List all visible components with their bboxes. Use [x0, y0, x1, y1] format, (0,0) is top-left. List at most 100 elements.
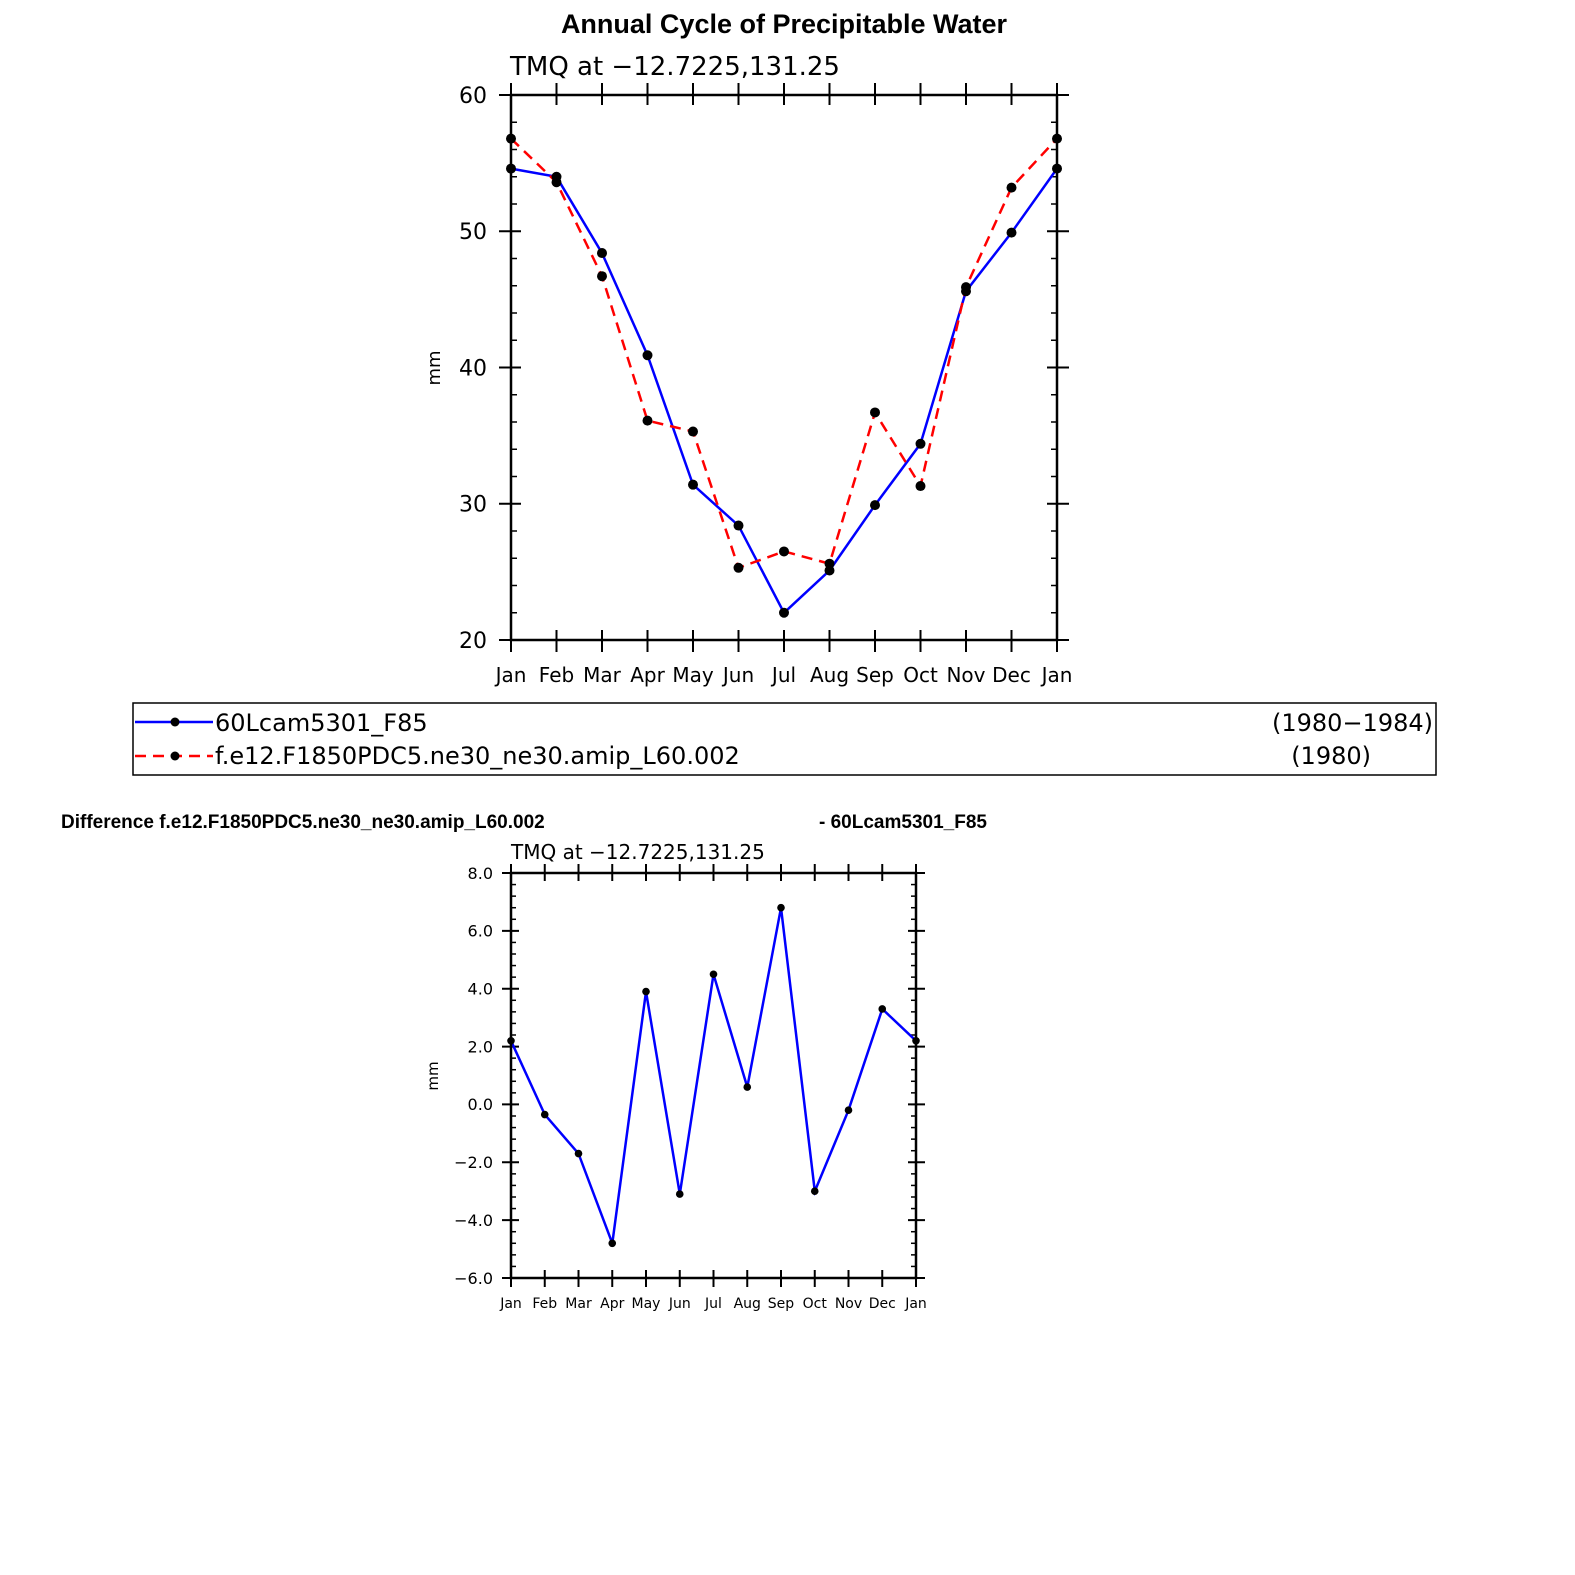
series-2-point: [779, 546, 789, 557]
x-tick-label: Mar: [583, 663, 622, 687]
legend-period-2: (1980): [1291, 742, 1371, 770]
series-1-point: [688, 479, 698, 490]
series-1-point: [597, 248, 607, 259]
top-plot-ticks: [499, 83, 1069, 652]
x-tick-label: Sep: [768, 1296, 795, 1312]
series-2-point: [1006, 182, 1017, 193]
series-line-1: [510, 167, 1059, 615]
bottom-plot-frame: [509, 871, 918, 1280]
series-1-point: [878, 1005, 887, 1013]
series-1-point: [870, 500, 880, 511]
series-2-point: [642, 415, 653, 426]
top-plot-frame: [509, 93, 1059, 642]
legend-label-1: 60Lcam5301_F85: [215, 709, 428, 737]
y-tick-label: 50: [459, 220, 487, 245]
y-tick-label: −4.0: [454, 1211, 493, 1230]
y-tick-label: 40: [459, 356, 487, 381]
series-1-point: [779, 607, 789, 618]
x-tick-label: Apr: [600, 1296, 624, 1312]
x-tick-label: Nov: [835, 1296, 862, 1312]
y-tick-label: 30: [459, 493, 487, 518]
series-1-point: [574, 1149, 583, 1158]
y-tick-label: 60: [459, 84, 487, 109]
bottom-plot-y-axis-label: mm: [424, 1061, 442, 1090]
x-tick-label: Feb: [539, 663, 574, 687]
series-2-point: [961, 282, 971, 293]
y-tick-label: 6.0: [468, 922, 493, 941]
series-1-point: [777, 903, 785, 912]
x-tick-label: Jun: [668, 1296, 691, 1312]
bottom-plot-ticks: [502, 864, 925, 1287]
x-tick-label: Oct: [803, 1296, 828, 1312]
x-tick-label: Aug: [810, 663, 849, 687]
series-1-point: [540, 1110, 549, 1119]
y-tick-label: 2.0: [468, 1037, 493, 1056]
series-1-point: [743, 1083, 752, 1091]
series-2-point: [824, 558, 835, 569]
series-1-point: [608, 1239, 617, 1248]
legend-entry-1: 60Lcam5301_F85 (1980−1984): [135, 709, 1433, 737]
top-plot-y-axis-label: mm: [424, 350, 445, 385]
series-line-2: [510, 137, 1058, 570]
legend-marker-2: [170, 751, 180, 761]
x-tick-label: Feb: [532, 1296, 557, 1312]
y-tick-label: 0.0: [468, 1095, 493, 1114]
x-tick-label: Jan: [499, 1296, 522, 1312]
series-1-point: [1006, 227, 1017, 238]
x-tick-label: Jan: [494, 663, 527, 687]
chart-title: Annual Cycle of Precipitable Water: [561, 9, 1008, 39]
x-tick-label: Dec: [869, 1296, 896, 1312]
bottom-plot-subtitle: TMQ at −12.7225,131.25: [510, 840, 765, 864]
x-tick-label: Jul: [770, 663, 796, 687]
y-tick-label: 20: [459, 629, 487, 654]
series-2-point: [551, 177, 562, 188]
x-tick-label: Oct: [903, 663, 938, 687]
top-plot: TMQ at −12.7225,131.25 mm Jan Feb Mar Apr Ma…: [424, 52, 1072, 687]
x-tick-label: Mar: [565, 1296, 592, 1312]
series-2-point: [688, 426, 698, 437]
bottom-plot: TMQ at −12.7225,131.25 mm Jan Feb Mar Apr Ma…: [424, 840, 927, 1312]
x-tick-label: Jan: [1040, 663, 1073, 687]
x-tick-label: Dec: [992, 663, 1031, 687]
difference-title-right: - 60Lcam5301_F85: [819, 812, 987, 833]
x-tick-label: May: [632, 1296, 661, 1312]
legend: 60Lcam5301_F85 (1980−1984) f.e12.F1850PD…: [132, 702, 1437, 776]
series-1-point: [915, 438, 926, 449]
series-2-point: [870, 407, 880, 418]
top-plot-subtitle: TMQ at −12.7225,131.25: [509, 52, 840, 82]
series-2-point: [915, 481, 926, 492]
series-2-point: [597, 271, 607, 282]
series-1-point: [642, 987, 650, 996]
bottom-plot-tick-labels: Jan Feb Mar Apr May Jun Jul Aug Sep Oct Nov Dec Jan−…: [454, 864, 927, 1312]
x-tick-label: Sep: [856, 663, 894, 687]
series-1-point: [844, 1106, 853, 1115]
bottom-plot-series: [507, 903, 920, 1248]
x-tick-label: Jan: [904, 1296, 927, 1312]
series-1-point: [810, 1187, 819, 1196]
y-tick-label: −2.0: [454, 1153, 493, 1172]
series-line-1: [509, 907, 917, 1244]
legend-box: [132, 702, 1437, 776]
legend-marker-1: [170, 717, 180, 727]
series-1-point: [642, 350, 653, 361]
legend-label-2: f.e12.F1850PDC5.ne30_ne30.amip_L60.002: [215, 742, 740, 770]
legend-entry-2: f.e12.F1850PDC5.ne30_ne30.amip_L60.002 (…: [135, 742, 1371, 770]
x-tick-label: May: [672, 663, 714, 687]
top-plot-series: [506, 133, 1062, 618]
y-tick-label: 4.0: [468, 979, 493, 998]
y-tick-label: −6.0: [454, 1269, 493, 1288]
x-tick-label: Apr: [630, 663, 665, 687]
x-tick-label: Nov: [946, 663, 985, 687]
y-tick-label: 8.0: [468, 864, 493, 883]
difference-title-left: Difference f.e12.F1850PDC5.ne30_ne30.ami…: [61, 812, 545, 833]
series-1-point: [733, 520, 744, 531]
series-2-point: [733, 562, 744, 573]
top-plot-tick-labels: Jan Feb Mar Apr May Jun Jul Aug Sep Oct Nov Dec Jan 2…: [459, 84, 1072, 687]
series-1-point: [709, 970, 718, 979]
series-1-point: [675, 1190, 684, 1198]
x-tick-label: Jul: [704, 1296, 722, 1312]
x-tick-label: Jun: [721, 663, 754, 687]
x-tick-label: Aug: [734, 1296, 761, 1312]
legend-period-1: (1980−1984): [1272, 709, 1433, 737]
